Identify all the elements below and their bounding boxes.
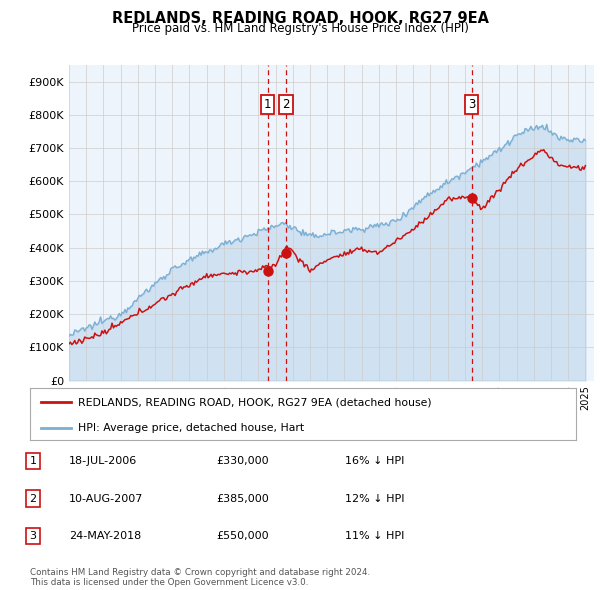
Text: £330,000: £330,000 — [216, 457, 269, 466]
Text: 3: 3 — [468, 99, 475, 112]
Text: HPI: Average price, detached house, Hart: HPI: Average price, detached house, Hart — [78, 423, 304, 433]
Text: £550,000: £550,000 — [216, 531, 269, 540]
Text: 24-MAY-2018: 24-MAY-2018 — [69, 531, 141, 540]
Text: 11% ↓ HPI: 11% ↓ HPI — [345, 531, 404, 540]
Text: REDLANDS, READING ROAD, HOOK, RG27 9EA (detached house): REDLANDS, READING ROAD, HOOK, RG27 9EA (… — [78, 397, 431, 407]
Text: Price paid vs. HM Land Registry's House Price Index (HPI): Price paid vs. HM Land Registry's House … — [131, 22, 469, 35]
Text: 2: 2 — [29, 494, 37, 503]
Text: 1: 1 — [29, 457, 37, 466]
Text: 16% ↓ HPI: 16% ↓ HPI — [345, 457, 404, 466]
Text: 12% ↓ HPI: 12% ↓ HPI — [345, 494, 404, 503]
Text: REDLANDS, READING ROAD, HOOK, RG27 9EA: REDLANDS, READING ROAD, HOOK, RG27 9EA — [112, 11, 488, 25]
Text: Contains HM Land Registry data © Crown copyright and database right 2024.
This d: Contains HM Land Registry data © Crown c… — [30, 568, 370, 587]
Text: 10-AUG-2007: 10-AUG-2007 — [69, 494, 143, 503]
Text: 2: 2 — [283, 99, 290, 112]
Text: £385,000: £385,000 — [216, 494, 269, 503]
Text: 18-JUL-2006: 18-JUL-2006 — [69, 457, 137, 466]
Text: 1: 1 — [264, 99, 271, 112]
Text: 3: 3 — [29, 531, 37, 540]
